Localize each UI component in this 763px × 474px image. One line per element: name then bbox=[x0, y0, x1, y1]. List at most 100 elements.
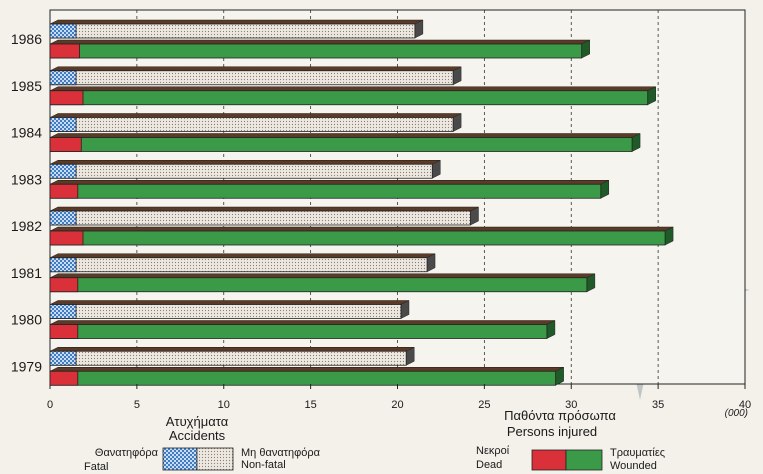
bar-persons-1981-face bbox=[49, 277, 588, 293]
legend-wounded-gr: Τραυματίες bbox=[610, 447, 665, 459]
bar-accidents-1981-face bbox=[49, 257, 428, 273]
bar-accidents-1986 bbox=[49, 19, 424, 39]
bar-accidents-1986-face bbox=[49, 23, 416, 39]
bar-accidents-1985-top bbox=[49, 66, 462, 71]
bar-fatal-1984 bbox=[49, 117, 77, 132]
bar-persons-1982 bbox=[49, 226, 674, 246]
year-label-1985: 1985 bbox=[11, 78, 42, 94]
bar-dead-1979 bbox=[49, 370, 79, 386]
year-label-1984: 1984 bbox=[11, 125, 42, 141]
bar-accidents-1981 bbox=[49, 253, 436, 273]
bar-dead-1981 bbox=[49, 277, 79, 293]
bar-accidents-1985 bbox=[49, 66, 462, 86]
x-tick-label-10: 10 bbox=[218, 399, 230, 411]
bar-accidents-1982-top bbox=[49, 206, 479, 212]
legend-nonfatal-swatch bbox=[196, 447, 234, 471]
bar-fatal-1979 bbox=[49, 350, 77, 366]
bar-fatal-1980 bbox=[49, 304, 77, 319]
bar-persons-1983-top bbox=[49, 180, 609, 185]
bar-dead-1986 bbox=[49, 43, 80, 59]
bar-accidents-1984-face bbox=[49, 117, 454, 132]
bar-dead-1984 bbox=[49, 137, 82, 152]
bar-fatal-1985 bbox=[49, 70, 77, 86]
bar-persons-1985-top bbox=[49, 86, 656, 91]
bar-accidents-1981-top bbox=[49, 253, 436, 258]
x-axis: 0 5 10 15 20 25 30 35 40 bbox=[47, 384, 751, 411]
x-tick-label-30: 30 bbox=[565, 399, 577, 411]
persons-injured-label-en: Persons injured bbox=[507, 424, 597, 439]
bar-persons-1986 bbox=[49, 39, 590, 59]
legend-accidents: Θανατηφόρα Fatal Μη θανατηφόρα Non-fatal bbox=[84, 447, 321, 473]
bar-dead-1985 bbox=[49, 90, 84, 106]
bar-persons-1982-face bbox=[49, 230, 666, 246]
bar-dead-1983 bbox=[49, 183, 79, 199]
year-label-1982: 1982 bbox=[11, 218, 42, 234]
bar-persons-1983-face bbox=[49, 183, 602, 199]
legend-dead-gr: Νεκροί bbox=[476, 445, 510, 457]
bar-persons-1984 bbox=[49, 133, 641, 152]
persons-injured-label-gr: Παθόντα πρόσωπα bbox=[504, 408, 616, 423]
x-unit-label: (000) bbox=[725, 408, 748, 419]
bar-accidents-1979-top bbox=[49, 347, 415, 352]
bar-persons-1980 bbox=[49, 320, 556, 339]
bar-accidents-1982-face bbox=[49, 210, 471, 226]
legend-nonfatal-gr: Μη θανατηφόρα bbox=[241, 447, 321, 459]
legend-dead-en: Dead bbox=[476, 459, 502, 471]
x-tick-label-40: 40 bbox=[739, 399, 751, 411]
year-label-1979: 1979 bbox=[11, 358, 42, 374]
legend-fatal-gr: Θανατηφόρα bbox=[95, 447, 159, 459]
year-label-1980: 1980 bbox=[11, 312, 42, 328]
x-tick-label-5: 5 bbox=[134, 399, 140, 411]
bar-persons-1980-face bbox=[49, 324, 548, 339]
bar-persons-1981-top bbox=[49, 273, 595, 278]
bar-accidents-1980 bbox=[49, 300, 410, 319]
legend-persons: Νεκροί Dead Τραυματίες Wounded bbox=[476, 445, 665, 472]
bar-persons-1985-face bbox=[49, 90, 649, 106]
x-tick-label-25: 25 bbox=[478, 399, 490, 411]
bar-accidents-1980-face bbox=[49, 304, 402, 319]
bar-fatal-1982 bbox=[49, 210, 77, 226]
x-tick-label-35: 35 bbox=[652, 399, 664, 411]
bar-persons-1980-top bbox=[49, 320, 556, 325]
legend-wounded-swatch bbox=[565, 449, 603, 471]
bar-persons-1985 bbox=[49, 86, 656, 106]
bar-persons-1983 bbox=[49, 179, 610, 199]
bar-accidents-1984 bbox=[49, 113, 462, 132]
bar-persons-1979-top bbox=[49, 367, 564, 372]
bar-accidents-1979 bbox=[49, 346, 415, 366]
bar-persons-1979-face bbox=[49, 370, 557, 386]
bar-persons-1984-top bbox=[49, 133, 641, 138]
bar-groups: 1986 1985 1984 1983 1982 1981 1980 1979 bbox=[11, 19, 674, 386]
year-label-1986: 1986 bbox=[11, 31, 42, 47]
bar-persons-1986-face bbox=[49, 43, 583, 59]
bar-accidents-1986-top bbox=[49, 19, 423, 25]
x-tick-label-15: 15 bbox=[305, 399, 317, 411]
bar-persons-1982-top bbox=[49, 226, 674, 232]
x-tick-label-0: 0 bbox=[47, 399, 53, 411]
accidents-label-en: Accidents bbox=[169, 428, 226, 443]
bar-accidents-1983-face bbox=[49, 163, 433, 179]
legend-fatal-en: Fatal bbox=[84, 461, 108, 473]
bar-accidents-1983 bbox=[49, 159, 441, 179]
bar-persons-1981 bbox=[49, 273, 596, 293]
bar-accidents-1979-face bbox=[49, 350, 407, 366]
legend-dead-swatch bbox=[531, 449, 567, 471]
bar-accidents-1982 bbox=[49, 206, 479, 226]
legend-fatal-swatch bbox=[162, 447, 198, 471]
year-label-1981: 1981 bbox=[11, 265, 42, 281]
bar-accidents-1984-top bbox=[49, 113, 462, 118]
bar-accidents-1980-top bbox=[49, 300, 410, 305]
bar-fatal-1983 bbox=[49, 163, 77, 179]
bar-persons-1979 bbox=[49, 366, 564, 386]
x-tick-label-20: 20 bbox=[391, 399, 403, 411]
bar-persons-1984-face bbox=[49, 137, 633, 152]
legend-wounded-en: Wounded bbox=[610, 460, 657, 472]
bar-accidents-1985-face bbox=[49, 70, 454, 86]
bar-accidents-1983-top bbox=[49, 160, 441, 165]
legend-nonfatal-en: Non-fatal bbox=[241, 459, 286, 471]
bar-fatal-1981 bbox=[49, 257, 77, 273]
accidents-label-gr: Ατυχήματα bbox=[166, 414, 229, 429]
bar-dead-1982 bbox=[49, 230, 84, 246]
bar-dead-1980 bbox=[49, 324, 79, 339]
